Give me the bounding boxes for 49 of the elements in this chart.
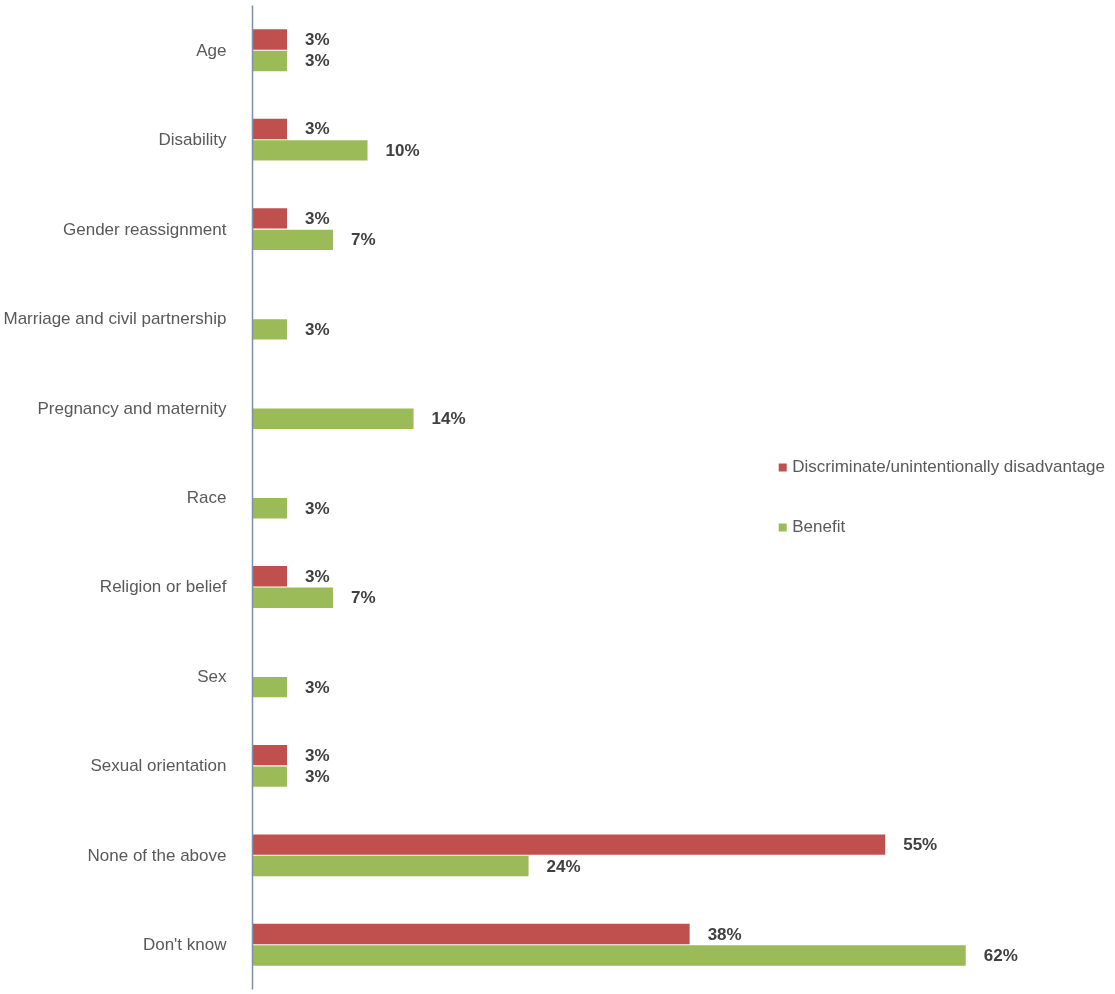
y-tick-label: Age [196, 40, 227, 60]
bar [252, 408, 414, 429]
bar [252, 118, 288, 140]
bar [252, 50, 288, 72]
data-label: 7% [351, 230, 376, 250]
y-tick-label: Race [186, 488, 227, 507]
data-label: 3% [305, 51, 330, 71]
data-label: 3% [305, 677, 330, 697]
y-tick-label: Marriage and civil partnership [3, 309, 227, 329]
bar [252, 140, 368, 161]
data-label: 3% [305, 745, 330, 765]
data-label: 55% [903, 835, 938, 855]
y-tick-label: None of the above [87, 845, 227, 865]
bar [252, 29, 288, 50]
bar [252, 566, 288, 587]
bar [252, 229, 334, 251]
bar [252, 945, 966, 966]
y-tick-label: Disability [158, 130, 227, 150]
bar [252, 498, 288, 519]
data-label: 3% [305, 29, 330, 49]
y-tick-label: Sex [197, 666, 227, 686]
data-label: 7% [351, 588, 376, 608]
data-label: 10% [385, 140, 420, 160]
y-tick-label: Don't know [142, 935, 228, 955]
bar [252, 766, 288, 787]
y-tick-label: Gender reassignment [63, 219, 227, 239]
data-label: 3% [305, 119, 330, 139]
bar [252, 744, 288, 766]
bar [252, 834, 886, 855]
data-label: 3% [305, 319, 330, 339]
bar [252, 208, 288, 229]
bar [252, 923, 690, 945]
legend-label: Benefit [792, 517, 846, 537]
bar [252, 587, 334, 608]
bar [252, 319, 288, 340]
data-label: 14% [431, 409, 466, 429]
data-label: 38% [707, 924, 742, 944]
bar [252, 855, 529, 877]
y-tick-label: Pregnancy and maternity [37, 398, 227, 418]
data-label: 3% [305, 566, 330, 586]
data-label: 24% [546, 856, 581, 876]
y-tick-label: Religion or belief [99, 577, 227, 597]
data-label: 3% [305, 767, 330, 787]
legend-label: Discriminate/unintentionally disadvantage [792, 457, 1105, 477]
data-label: 3% [305, 208, 330, 228]
bar [252, 676, 288, 698]
y-tick-label: Sexual orientation [90, 756, 227, 776]
data-label: 62% [983, 946, 1018, 966]
data-label: 3% [305, 498, 330, 518]
